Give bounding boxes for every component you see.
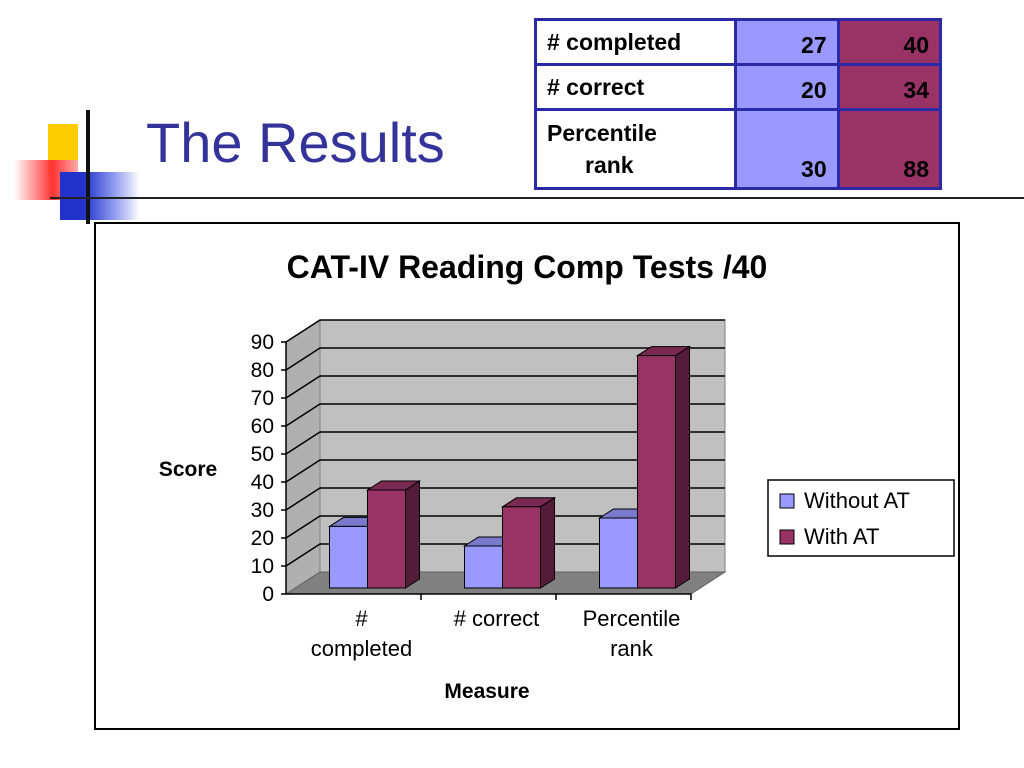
table-cell-with-at: 88: [836, 108, 943, 190]
x-tick-label: completed: [311, 636, 413, 661]
gridline: [285, 319, 725, 343]
table-cell-without-at: 27: [734, 18, 840, 66]
table-row: # correct 20 34: [533, 63, 943, 111]
table-row-label-line2: rank: [585, 152, 634, 178]
bar-with-at: [637, 355, 676, 589]
bar-side: [405, 480, 420, 589]
logo-blue-square: [60, 172, 140, 220]
title-underline: [50, 197, 1024, 199]
bar-without-at: [329, 525, 368, 589]
gridline: [285, 347, 725, 371]
bar-without-at: [464, 545, 503, 589]
table-row-label: Percentile rank: [533, 108, 738, 190]
bar-side: [540, 496, 555, 589]
legend-label: With AT: [804, 524, 879, 549]
legend-label: Without AT: [804, 488, 910, 513]
table-row: Percentile rank 30 88: [533, 108, 943, 190]
chart-title: CAT-IV Reading Comp Tests /40: [287, 249, 768, 285]
gridline: [285, 431, 725, 455]
x-tick-label: #: [355, 606, 368, 631]
gridline: [285, 375, 725, 399]
gridline: [285, 543, 725, 567]
gridline: [285, 487, 725, 511]
legend-swatch: [779, 529, 795, 545]
summary-table: # completed 27 40 # correct 20 34 Percen…: [533, 18, 943, 190]
gridline: [285, 403, 725, 427]
y-tick-label: 50: [251, 443, 274, 466]
table-row-label: # completed: [533, 18, 738, 66]
bar-without-at: [599, 517, 638, 589]
bar-side: [675, 345, 690, 589]
y-tick-label: 20: [251, 527, 274, 550]
y-tick-label: 90: [251, 331, 274, 354]
y-tick-label: 80: [251, 359, 274, 382]
table-cell-without-at: 20: [734, 63, 840, 111]
y-tick-label: 60: [251, 415, 274, 438]
y-axis-label: Score: [159, 458, 217, 481]
y-tick-label: 10: [251, 555, 274, 578]
x-tick-label: rank: [610, 636, 654, 661]
x-axis-label: Measure: [444, 680, 529, 703]
y-tick-label: 70: [251, 387, 274, 410]
bar-chart: CAT-IV Reading Comp Tests /40 Score Meas…: [159, 249, 955, 703]
table-row: # completed 27 40: [533, 18, 943, 66]
legend-box: [767, 479, 955, 557]
x-tick-label: Percentile: [583, 606, 681, 631]
y-tick-label: 30: [251, 499, 274, 522]
bar-with-at: [367, 489, 406, 589]
table-cell-without-at: 30: [734, 108, 840, 190]
x-tick-label: # correct: [454, 606, 540, 631]
gridline: [285, 515, 725, 539]
table-row-label: # correct: [533, 63, 738, 111]
table-cell-with-at: 40: [836, 18, 943, 66]
y-tick-label: 40: [251, 471, 274, 494]
bar-with-at: [502, 506, 541, 589]
logo-vertical-line: [86, 110, 90, 224]
table-row-label-line1: Percentile: [547, 120, 657, 146]
table-cell-with-at: 34: [836, 63, 943, 111]
legend-swatch: [779, 493, 795, 509]
slide-title: The Results: [146, 111, 445, 174]
gridline: [285, 459, 725, 483]
chart-side-wall: [285, 319, 321, 595]
y-tick-label: 0: [262, 583, 274, 606]
chart-frame: CAT-IV Reading Comp Tests /40 Score Meas…: [94, 222, 960, 730]
